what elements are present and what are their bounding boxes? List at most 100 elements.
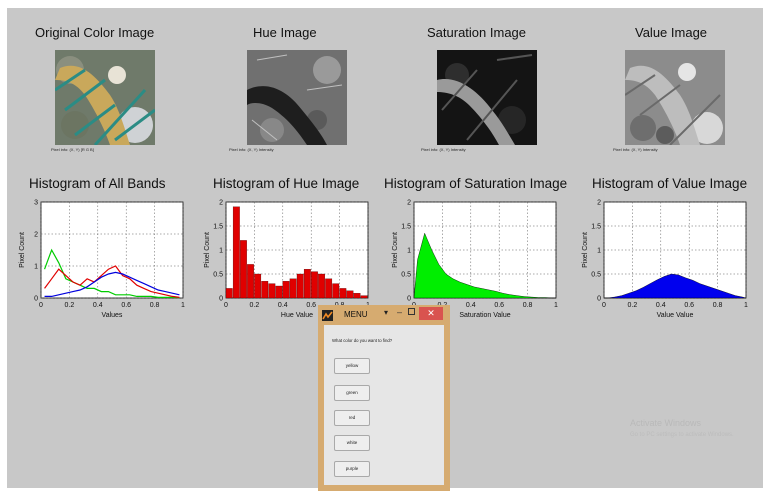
saturation-image — [437, 50, 537, 145]
x-tick-label: 0.6 — [121, 302, 131, 309]
plot-area — [40, 201, 184, 299]
y-tick-label: 0.5 — [213, 272, 223, 279]
y-tick-label: 2 — [407, 200, 411, 207]
histogram-bar — [289, 278, 297, 299]
histogram-bar — [240, 240, 247, 299]
y-tick-label: 0.5 — [401, 272, 411, 279]
x-tick-label: 0.8 — [150, 302, 160, 309]
x-axis-label: Value Value — [657, 312, 694, 319]
y-axis-label: Pixel Count — [204, 232, 211, 268]
histogram-value-title: Histogram of Value Image — [592, 176, 748, 191]
x-tick-label: 0.2 — [628, 302, 638, 309]
option-yellow-button[interactable]: yellow — [334, 358, 370, 374]
x-tick-label: 0.4 — [93, 302, 103, 309]
histogram-bar — [232, 206, 240, 299]
value-image-title: Value Image — [635, 25, 708, 40]
pixel-info-hue: Pixel info: (X, Y) Intensity — [229, 147, 274, 152]
histogram-hue-title: Histogram of Hue Image — [213, 176, 360, 191]
histogram-all-title: Histogram of All Bands — [29, 176, 166, 191]
histogram-bar — [268, 283, 276, 299]
x-tick-label: 0.4 — [466, 302, 476, 309]
x-tick-label: 0.4 — [656, 302, 666, 309]
histogram-bar — [275, 285, 283, 299]
histogram-bar — [303, 269, 311, 299]
histogram-bar — [332, 283, 340, 299]
y-tick-label: 1 — [219, 248, 223, 255]
histogram-bar — [225, 288, 233, 299]
menu-dropdown-icon[interactable]: ▾ — [384, 308, 389, 317]
y-tick-label: 1 — [597, 248, 601, 255]
histogram-series-line — [44, 265, 180, 298]
y-tick-label: 0 — [219, 296, 223, 303]
histogram-value: 0 0.2 0.4 0.6 0.8 1 0 0.5 1 1.5 2 Value Value Pixel … — [582, 200, 748, 320]
restore-icon[interactable] — [408, 308, 415, 315]
activate-windows-watermark: Activate Windows — [630, 418, 702, 428]
y-axis-label: Pixel Count — [392, 232, 399, 268]
y-tick-label: 1.5 — [401, 224, 411, 231]
x-axis-label: Values — [102, 312, 123, 319]
histogram-saturation-title: Histogram of Saturation Image — [384, 176, 568, 191]
x-tick-label: 0.2 — [250, 302, 260, 309]
histogram-bar — [282, 281, 290, 299]
x-tick-label: 0.4 — [278, 302, 288, 309]
histogram-bar — [346, 290, 354, 299]
pixel-info-saturation: Pixel info: (X, Y) Intensity — [421, 147, 466, 152]
y-tick-label: 0 — [597, 296, 601, 303]
x-tick-label: 1 — [554, 302, 558, 309]
y-tick-label: 1 — [34, 264, 38, 271]
close-button[interactable]: ✕ — [419, 307, 443, 320]
pixel-info-original: Pixel info: (X, Y) [R G B] — [51, 147, 94, 152]
y-tick-label: 1 — [407, 248, 411, 255]
x-tick-label: 0.2 — [65, 302, 75, 309]
figure-window: Original Color Image Hue Image Saturatio… — [7, 8, 763, 488]
y-tick-label: 1.5 — [213, 224, 223, 231]
option-green-button[interactable]: green — [334, 385, 370, 401]
x-tick-label: 0 — [602, 302, 606, 309]
histogram-bar — [311, 271, 318, 299]
histogram-all-bands: 0 0.2 0.4 0.6 0.8 1 0 1 2 3 Values Pixel Count — [19, 200, 185, 320]
value-image — [625, 50, 725, 145]
histogram-bar — [339, 288, 347, 299]
hue-image-title: Hue Image — [253, 25, 317, 40]
y-tick-label: 2 — [219, 200, 223, 207]
y-tick-label: 2 — [34, 232, 38, 239]
menu-question: What color do you want to find? — [332, 338, 393, 343]
y-tick-label: 3 — [34, 200, 38, 207]
histogram-series-line — [44, 271, 180, 297]
x-axis-label: Saturation Value — [459, 312, 510, 319]
original-color-image — [55, 50, 155, 145]
histogram-bar — [296, 273, 304, 299]
menu-body: What color do you want to find? yellow g… — [324, 325, 444, 485]
y-tick-label: 1.5 — [591, 224, 601, 231]
original-image-title: Original Color Image — [35, 25, 155, 40]
menu-dialog: MENU ▾ – ✕ What color do you want to fin… — [318, 305, 450, 491]
matlab-icon — [322, 310, 333, 321]
pixel-info-value: Pixel info: (X, Y) Intensity — [613, 147, 658, 152]
option-purple-button[interactable]: purple — [334, 461, 370, 477]
y-axis-label: Pixel Count — [582, 232, 589, 268]
y-tick-label: 2 — [597, 200, 601, 207]
activate-windows-hint: Go to PC settings to activate Windows. — [630, 432, 734, 438]
x-tick-label: 1 — [744, 302, 748, 309]
y-tick-label: 0 — [34, 296, 38, 303]
histogram-bar — [325, 278, 333, 299]
x-tick-label: 1 — [181, 302, 185, 309]
x-tick-label: 0.8 — [523, 302, 533, 309]
y-tick-label: 0 — [407, 296, 411, 303]
menu-title-bar[interactable]: MENU ▾ – ✕ — [318, 305, 450, 325]
x-tick-label: 0 — [224, 302, 228, 309]
minimize-icon[interactable]: – — [397, 307, 403, 317]
y-axis-label: Pixel Count — [19, 232, 26, 268]
option-white-button[interactable]: white — [334, 435, 370, 451]
histogram-area — [413, 232, 556, 299]
histogram-bar — [261, 281, 269, 299]
histogram-area — [604, 273, 747, 299]
x-tick-label: 0.6 — [684, 302, 694, 309]
histogram-bar — [254, 273, 262, 299]
menu-title: MENU — [344, 310, 368, 319]
option-red-button[interactable]: red — [334, 410, 370, 426]
histogram-series-line — [43, 248, 180, 299]
x-tick-label: 0 — [39, 302, 43, 309]
x-tick-label: 0.8 — [713, 302, 723, 309]
